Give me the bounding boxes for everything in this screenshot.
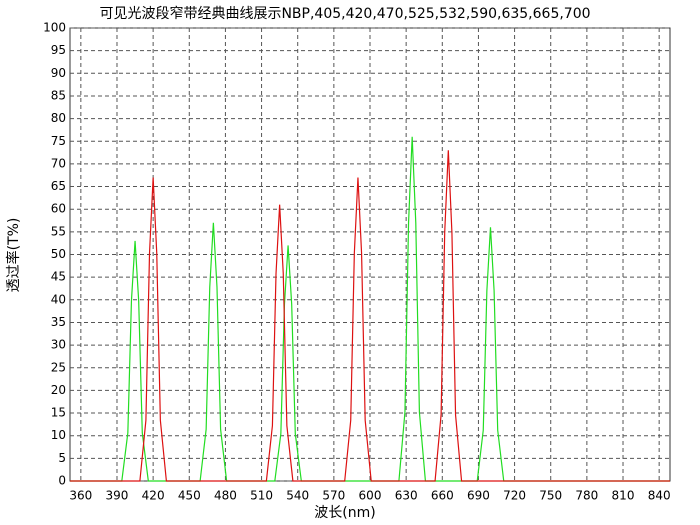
y-tick-label: 65 — [51, 179, 66, 193]
y-tick-label: 40 — [51, 292, 66, 306]
y-tick-label: 35 — [51, 315, 66, 329]
x-tick-label: 780 — [575, 489, 598, 503]
x-tick-label: 660 — [431, 489, 454, 503]
chart-title: 可见光波段窄带经典曲线展示NBP,405,420,470,525,532,590… — [99, 5, 590, 22]
y-tick-label: 80 — [51, 111, 66, 125]
y-tick-label: 95 — [51, 43, 66, 57]
y-tick-label: 75 — [51, 134, 66, 148]
x-tick-label: 750 — [539, 489, 562, 503]
y-tick-label: 50 — [51, 247, 66, 261]
y-tick-label: 20 — [51, 383, 66, 397]
x-tick-label: 600 — [359, 489, 382, 503]
x-tick-label: 840 — [648, 489, 671, 503]
y-tick-label: 55 — [51, 224, 66, 238]
y-tick-label: 45 — [51, 270, 66, 284]
x-tick-label: 420 — [142, 489, 165, 503]
x-tick-label: 630 — [395, 489, 418, 503]
x-tick-label: 510 — [250, 489, 273, 503]
x-tick-label: 810 — [612, 489, 635, 503]
y-tick-label: 5 — [58, 451, 66, 465]
y-tick-label: 85 — [51, 88, 66, 102]
y-tick-label: 30 — [51, 338, 66, 352]
y-tick-label: 0 — [58, 474, 66, 488]
y-tick-label: 100 — [43, 21, 66, 35]
x-tick-label: 720 — [503, 489, 526, 503]
x-tick-label: 480 — [214, 489, 237, 503]
y-tick-label: 25 — [51, 360, 66, 374]
x-axis-label: 波长(nm) — [314, 505, 375, 521]
y-axis-label: 透过率(T%) — [5, 218, 22, 293]
x-tick-label: 450 — [178, 489, 201, 503]
series-line — [70, 136, 670, 482]
y-tick-label: 15 — [51, 406, 66, 420]
series-line — [70, 150, 670, 482]
y-tick-label: 90 — [51, 66, 66, 80]
y-tick-label: 10 — [51, 428, 66, 442]
x-tick-label: 360 — [69, 489, 92, 503]
y-tick-label: 70 — [51, 156, 66, 170]
y-tick-label: 60 — [51, 202, 66, 216]
x-tick-label: 540 — [286, 489, 309, 503]
x-tick-label: 570 — [322, 489, 345, 503]
x-tick-label: 690 — [467, 489, 490, 503]
x-tick-label: 390 — [106, 489, 129, 503]
